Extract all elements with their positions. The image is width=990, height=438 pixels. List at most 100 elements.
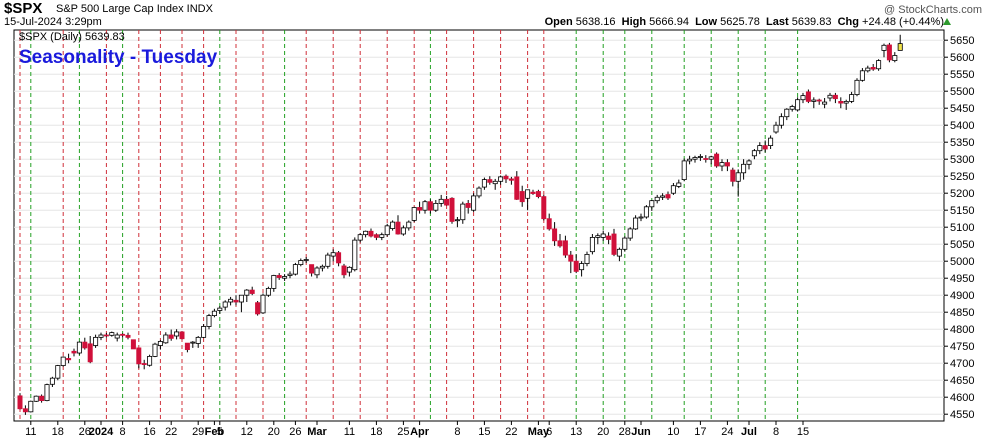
x-tick-label: Mar [307, 426, 327, 438]
high-value: 5666.94 [649, 16, 689, 28]
x-tick-label: 2024 [89, 426, 114, 438]
candle [60, 356, 66, 367]
candle-body [838, 101, 844, 104]
candle-body [589, 236, 595, 253]
candle-body [649, 200, 655, 208]
candle [244, 289, 250, 302]
x-tick-label: 15 [478, 426, 490, 438]
candle [870, 64, 876, 71]
y-tick-label: 5200 [950, 188, 974, 200]
candle-body [201, 326, 207, 338]
candle-body [471, 195, 477, 211]
x-tick-label: Feb [205, 426, 225, 438]
x-tick-label: 6 [546, 426, 552, 438]
candle-body [525, 189, 531, 199]
candle [109, 331, 115, 337]
candle [33, 395, 39, 402]
candle [114, 332, 120, 342]
candle [179, 331, 185, 340]
candle [255, 300, 261, 316]
candle-body [735, 172, 741, 182]
y-tick-label: 4800 [950, 324, 974, 336]
candle [292, 262, 298, 276]
candle-body [319, 265, 325, 269]
candle [406, 220, 412, 231]
candle [417, 201, 423, 214]
candle-body [535, 191, 541, 197]
candle-body [130, 339, 136, 350]
candle-body [357, 234, 363, 241]
candle [157, 340, 163, 350]
candle [373, 233, 379, 241]
candle [573, 254, 579, 274]
candle [762, 140, 768, 153]
candle [805, 89, 811, 104]
y-tick-label: 4650 [950, 375, 974, 387]
candle [379, 232, 385, 241]
candle [681, 158, 687, 182]
y-tick-label: 4700 [950, 358, 974, 370]
y-tick-label: 5500 [950, 86, 974, 98]
candle [454, 217, 460, 228]
candle [654, 194, 660, 204]
candle-body [676, 182, 682, 187]
candle-body [811, 99, 817, 102]
candle [811, 97, 817, 109]
candle-body [184, 342, 190, 351]
candle [714, 152, 720, 168]
candle-body [411, 207, 417, 221]
candle [471, 193, 477, 212]
candle [411, 206, 417, 223]
candle [174, 329, 180, 340]
candle [525, 189, 531, 211]
candle-body [71, 350, 77, 354]
candle-body [827, 94, 833, 99]
y-tick-label: 4600 [950, 392, 974, 404]
candle [184, 342, 190, 353]
candle-body [595, 235, 601, 238]
x-tick-label: 20 [597, 426, 609, 438]
candle-body [98, 334, 104, 338]
candle [120, 333, 126, 338]
candle-body [546, 218, 552, 230]
candle-body [805, 91, 811, 102]
candle [643, 205, 649, 219]
x-tick-label: 22 [505, 426, 517, 438]
candle-body [325, 254, 331, 267]
candle [838, 97, 844, 109]
candle-body [643, 206, 649, 218]
candle-body [390, 221, 396, 229]
x-tick-label: Apr [410, 426, 430, 438]
candle [17, 393, 23, 410]
candle [103, 332, 109, 338]
candle-body [260, 294, 266, 314]
candle [49, 376, 55, 387]
candle-body [530, 191, 536, 194]
candles [17, 34, 903, 415]
candle-body [876, 60, 882, 70]
x-tick-label: 10 [667, 426, 679, 438]
candle-body [568, 254, 574, 262]
candle-body [822, 101, 828, 105]
candle-body [481, 179, 487, 188]
candle-body [832, 94, 838, 100]
candle-body [460, 203, 466, 221]
x-tick-label: 18 [370, 426, 382, 438]
candle [557, 234, 563, 248]
candle-body [762, 145, 768, 150]
y-tick-label: 4950 [950, 273, 974, 285]
plot-area [13, 29, 945, 422]
candle-body [157, 341, 163, 346]
candle [341, 263, 347, 279]
candle [363, 230, 369, 238]
candle [638, 213, 644, 222]
datetime-label: 15-Jul-2024 3:29pm [4, 16, 102, 28]
candle-body [768, 137, 774, 146]
candle-body [584, 253, 590, 264]
candle-body [206, 315, 212, 327]
candle [676, 179, 682, 189]
chg-label: Chg [837, 16, 859, 28]
candle [76, 341, 82, 355]
candle [352, 237, 358, 272]
